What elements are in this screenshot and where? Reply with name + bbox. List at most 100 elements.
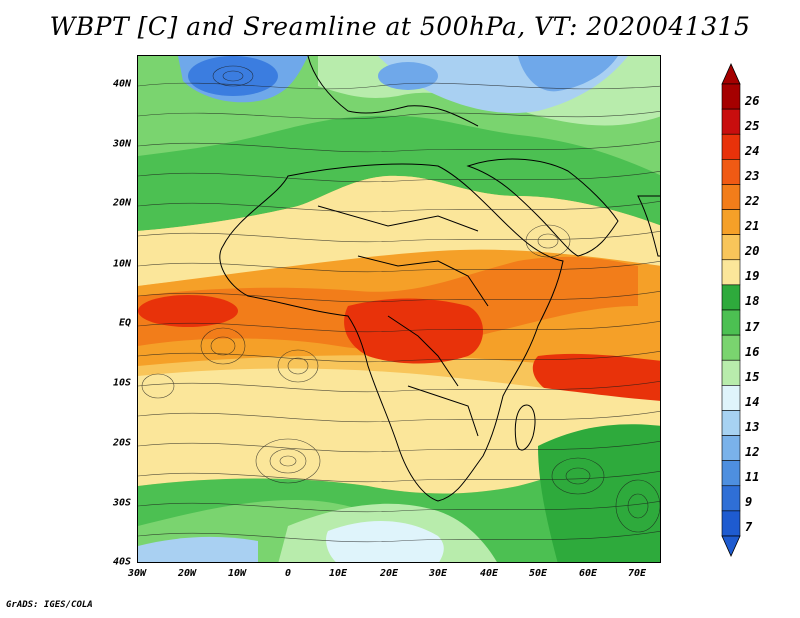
europe-coastline — [307, 56, 479, 127]
colorbar-segment — [721, 359, 741, 386]
vortex — [255, 438, 321, 484]
streamline — [138, 290, 660, 303]
colorbar-label: 17 — [745, 319, 760, 334]
streamline — [138, 380, 660, 393]
colorbar — [721, 63, 741, 557]
colorbar-label: 16 — [745, 344, 760, 359]
field-red-core-west — [138, 295, 238, 327]
colorbar-segment — [721, 485, 741, 512]
colorbar-segment — [721, 410, 741, 436]
colorbar-segment — [721, 385, 741, 411]
colorbar-label: 22 — [745, 194, 760, 208]
streamline — [138, 350, 660, 363]
vortex — [210, 336, 236, 356]
border-3 — [387, 315, 459, 387]
vortex — [222, 70, 244, 82]
field-north-blue-west-core — [188, 56, 278, 96]
lat-label: 10N — [112, 258, 131, 270]
border-1 — [317, 205, 479, 232]
colorbar-segment — [721, 159, 741, 185]
streamline — [138, 110, 660, 120]
field-red-core-africa — [344, 298, 483, 364]
lat-label: 40S — [112, 556, 131, 568]
field-north-blue-small — [378, 62, 438, 90]
colorbar-label: 26 — [745, 93, 760, 108]
colorbar-top-arrow — [721, 63, 741, 85]
streamline — [138, 410, 660, 423]
colorbar-segment — [721, 309, 741, 336]
field-north-blue-east-core — [518, 56, 618, 92]
lon-label: 30W — [127, 568, 147, 579]
colorbar-label: 14 — [745, 394, 760, 409]
vortex — [627, 493, 649, 519]
lon-label: 20E — [379, 568, 399, 579]
border-4 — [407, 385, 479, 437]
lon-label: 70E — [627, 568, 647, 579]
lon-label: 40E — [479, 568, 499, 579]
streamline — [138, 82, 660, 90]
vortex — [279, 455, 297, 467]
streamline — [138, 500, 660, 513]
colorbar-segment — [721, 184, 741, 210]
streamlines — [138, 65, 660, 543]
lat-label: 30S — [112, 497, 131, 509]
vortex — [277, 349, 319, 383]
colorbar-label: 19 — [745, 269, 760, 284]
colorbar-segment — [721, 460, 741, 487]
colorbar-segment — [721, 83, 741, 110]
vortex — [212, 65, 254, 87]
lat-label: 20N — [112, 197, 131, 209]
vortex — [269, 448, 307, 474]
lat-label: 30N — [112, 138, 131, 150]
vortex — [565, 467, 591, 485]
colorbar-segment — [721, 259, 741, 286]
lon-label: 20W — [177, 568, 197, 579]
chart-title: WBPT [C] and Sreamline at 500hPa, VT: 20… — [49, 12, 751, 41]
colorbar-segment — [721, 284, 741, 311]
colorbar-label: 9 — [745, 495, 753, 510]
colorbar-segment — [721, 209, 741, 235]
vortex — [551, 457, 605, 495]
lat-label: EQ — [118, 317, 131, 329]
lat-label: 10S — [112, 377, 131, 389]
vortex — [615, 479, 660, 533]
footer-credit: GrADS: IGES/COLA — [6, 600, 93, 610]
streamline — [138, 530, 660, 543]
vortex — [200, 327, 246, 365]
colorbar-label: 7 — [745, 520, 753, 535]
streamline — [138, 470, 660, 483]
wbpt-field — [138, 56, 660, 562]
field-south-blue — [138, 536, 258, 562]
vortex — [537, 233, 559, 249]
streamline — [138, 140, 660, 153]
lon-label: 60E — [578, 568, 598, 579]
colorbar-segment — [721, 108, 741, 135]
streamline — [138, 230, 660, 243]
streamline — [138, 320, 660, 333]
colorbar-label: 20 — [745, 244, 760, 259]
colorbar-segment — [721, 334, 741, 361]
india-coastline — [637, 195, 660, 257]
colorbar-label: 24 — [745, 143, 760, 158]
lon-label: 50E — [528, 568, 548, 579]
colorbar-segment — [721, 133, 741, 160]
africa-coastline — [219, 163, 564, 502]
streamline — [138, 440, 660, 453]
colorbar-label: 13 — [745, 420, 760, 434]
colorbar-segment — [721, 234, 741, 261]
colorbar-label: 25 — [745, 118, 760, 133]
colorbar-bottom-arrow — [721, 535, 741, 557]
colorbar-label: 18 — [745, 294, 760, 309]
colorbar-label: 21 — [745, 219, 760, 234]
border-2 — [357, 255, 489, 307]
vortex — [287, 357, 309, 375]
streamline — [138, 170, 660, 183]
streamline — [138, 260, 660, 273]
vortex — [141, 373, 175, 399]
streamline — [138, 200, 660, 213]
field-south-yellow — [138, 368, 660, 494]
colorbar-label: 11 — [745, 470, 760, 485]
map-panel — [137, 55, 661, 563]
colorbar-segment — [721, 435, 741, 461]
colorbar-label: 23 — [745, 168, 760, 183]
